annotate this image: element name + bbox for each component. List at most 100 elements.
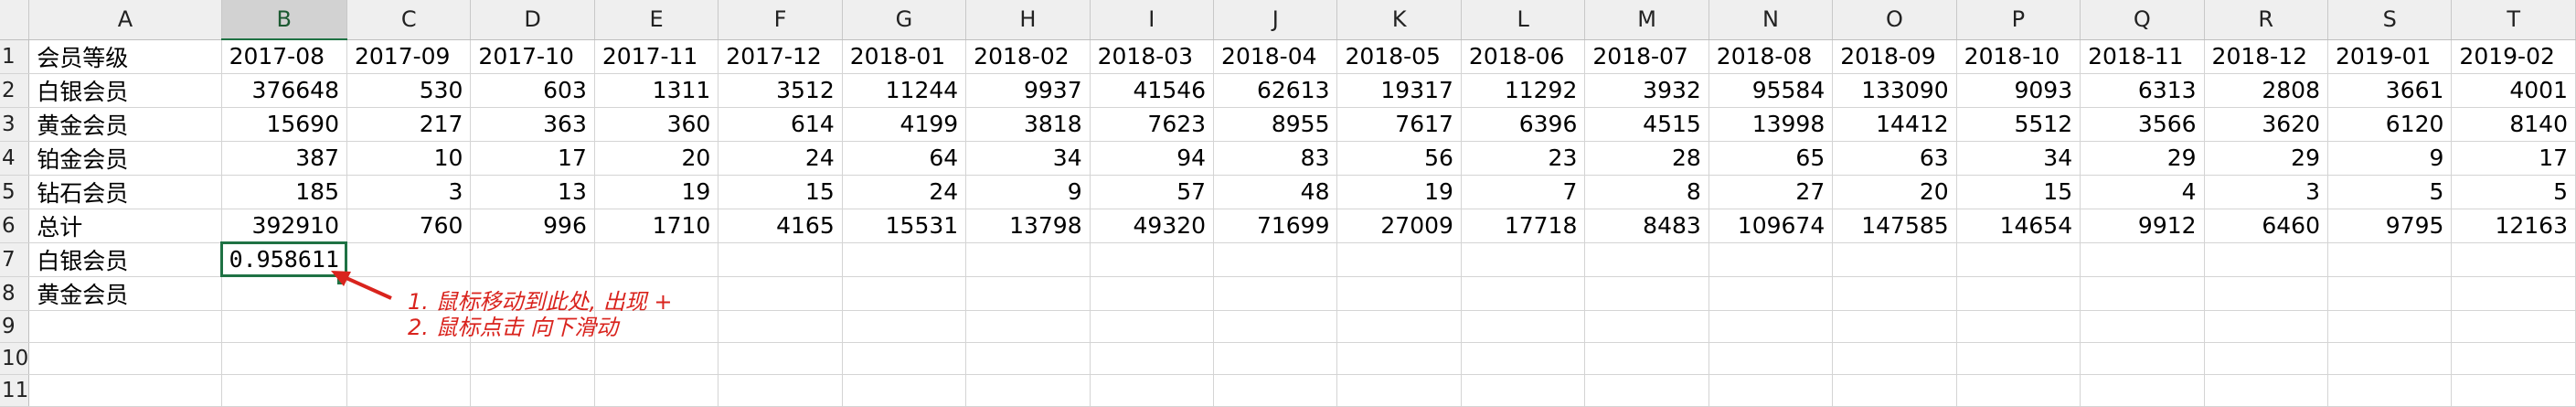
- month-header-cell[interactable]: 2018-04: [1213, 39, 1338, 74]
- value-cell[interactable]: 28: [1584, 141, 1709, 176]
- value-cell[interactable]: 3620: [2204, 107, 2328, 142]
- empty-cell[interactable]: [718, 342, 843, 375]
- value-cell[interactable]: 34: [965, 141, 1091, 176]
- empty-cell[interactable]: [1708, 276, 1834, 311]
- empty-cell[interactable]: [594, 276, 719, 311]
- column-header-p[interactable]: P: [1956, 0, 2081, 40]
- empty-cell[interactable]: [2451, 310, 2576, 343]
- value-cell[interactable]: 1710: [594, 209, 719, 243]
- empty-cell[interactable]: [718, 310, 843, 343]
- value-cell[interactable]: 15531: [842, 209, 967, 243]
- row-header-10[interactable]: 10: [0, 342, 30, 375]
- empty-cell[interactable]: [221, 310, 347, 343]
- month-header-cell[interactable]: 2018-12: [2204, 39, 2328, 74]
- empty-cell[interactable]: [1584, 342, 1709, 375]
- month-header-cell[interactable]: 2018-11: [2080, 39, 2205, 74]
- empty-cell[interactable]: [1584, 310, 1709, 343]
- empty-cell[interactable]: [2451, 342, 2576, 375]
- empty-cell[interactable]: [594, 242, 719, 277]
- value-cell[interactable]: 24: [842, 175, 967, 209]
- column-header-s[interactable]: S: [2327, 0, 2453, 40]
- value-cell[interactable]: 4: [2080, 175, 2205, 209]
- value-cell[interactable]: 9937: [965, 73, 1091, 108]
- value-cell[interactable]: 8140: [2451, 107, 2576, 142]
- value-cell[interactable]: 15690: [221, 107, 347, 142]
- empty-cell[interactable]: [842, 310, 967, 343]
- value-cell[interactable]: 27009: [1336, 209, 1462, 243]
- empty-cell[interactable]: [221, 276, 347, 311]
- value-cell[interactable]: 603: [470, 73, 595, 108]
- value-cell[interactable]: 9: [965, 175, 1091, 209]
- value-cell[interactable]: 11244: [842, 73, 967, 108]
- value-cell[interactable]: 9912: [2080, 209, 2205, 243]
- empty-cell[interactable]: [1956, 276, 2081, 311]
- row-header-4[interactable]: 4: [0, 141, 30, 176]
- value-cell[interactable]: 8: [1584, 175, 1709, 209]
- empty-cell[interactable]: [1956, 342, 2081, 375]
- month-header-cell[interactable]: 2018-01: [842, 39, 967, 74]
- value-cell[interactable]: 185: [221, 175, 347, 209]
- empty-cell[interactable]: [718, 276, 843, 311]
- value-cell[interactable]: 56: [1336, 141, 1462, 176]
- value-cell[interactable]: 360: [594, 107, 719, 142]
- empty-cell[interactable]: [1213, 276, 1338, 311]
- value-cell[interactable]: 387: [221, 141, 347, 176]
- empty-cell[interactable]: [2327, 342, 2453, 375]
- empty-cell[interactable]: [594, 310, 719, 343]
- value-cell[interactable]: 64: [842, 141, 967, 176]
- empty-cell[interactable]: [1832, 276, 1957, 311]
- column-header-k[interactable]: K: [1336, 0, 1462, 40]
- empty-cell[interactable]: [2080, 242, 2205, 277]
- value-cell[interactable]: 7623: [1090, 107, 1215, 142]
- value-cell[interactable]: 6460: [2204, 209, 2328, 243]
- value-cell[interactable]: 3818: [965, 107, 1091, 142]
- empty-cell[interactable]: [346, 342, 472, 375]
- value-cell[interactable]: 376648: [221, 73, 347, 108]
- value-cell[interactable]: 8483: [1584, 209, 1709, 243]
- empty-cell[interactable]: [1832, 242, 1957, 277]
- value-cell[interactable]: 95584: [1708, 73, 1834, 108]
- value-cell[interactable]: 29: [2204, 141, 2328, 176]
- value-cell[interactable]: 17: [2451, 141, 2576, 176]
- empty-cell[interactable]: [2080, 276, 2205, 311]
- value-cell[interactable]: 14654: [1956, 209, 2081, 243]
- empty-cell[interactable]: [1832, 310, 1957, 343]
- value-cell[interactable]: 11292: [1461, 73, 1586, 108]
- empty-cell[interactable]: [2327, 276, 2453, 311]
- month-header-cell[interactable]: 2017-11: [594, 39, 719, 74]
- value-cell[interactable]: 20: [1832, 175, 1957, 209]
- empty-cell[interactable]: [470, 242, 595, 277]
- month-header-cell[interactable]: 2018-07: [1584, 39, 1709, 74]
- member-level-cell[interactable]: 钻石会员: [28, 175, 222, 209]
- value-cell[interactable]: 6120: [2327, 107, 2453, 142]
- value-cell[interactable]: 71699: [1213, 209, 1338, 243]
- empty-cell[interactable]: [470, 276, 595, 311]
- value-cell[interactable]: 10: [346, 141, 472, 176]
- empty-cell[interactable]: [346, 310, 472, 343]
- value-cell[interactable]: 23: [1461, 141, 1586, 176]
- column-header-q[interactable]: Q: [2080, 0, 2205, 40]
- value-cell[interactable]: 8955: [1213, 107, 1338, 142]
- empty-cell[interactable]: [2451, 242, 2576, 277]
- empty-cell[interactable]: [470, 310, 595, 343]
- column-header-f[interactable]: F: [718, 0, 843, 40]
- value-cell[interactable]: 7: [1461, 175, 1586, 209]
- empty-cell[interactable]: [1090, 242, 1215, 277]
- value-cell[interactable]: 363: [470, 107, 595, 142]
- member-level-cell[interactable]: 白银会员: [28, 242, 222, 277]
- value-cell[interactable]: 14412: [1832, 107, 1957, 142]
- value-cell[interactable]: 9093: [1956, 73, 2081, 108]
- column-header-g[interactable]: G: [842, 0, 967, 40]
- value-cell[interactable]: 392910: [221, 209, 347, 243]
- value-cell[interactable]: 15: [1956, 175, 2081, 209]
- value-cell[interactable]: 17718: [1461, 209, 1586, 243]
- empty-cell[interactable]: [1461, 276, 1586, 311]
- value-cell[interactable]: 3512: [718, 73, 843, 108]
- value-cell[interactable]: 65: [1708, 141, 1834, 176]
- row-header-1[interactable]: 1: [0, 39, 30, 74]
- column-header-i[interactable]: I: [1090, 0, 1215, 40]
- month-header-cell[interactable]: 2017-12: [718, 39, 843, 74]
- member-level-cell[interactable]: 黄金会员: [28, 107, 222, 142]
- month-header-cell[interactable]: 2018-10: [1956, 39, 2081, 74]
- value-cell[interactable]: 13998: [1708, 107, 1834, 142]
